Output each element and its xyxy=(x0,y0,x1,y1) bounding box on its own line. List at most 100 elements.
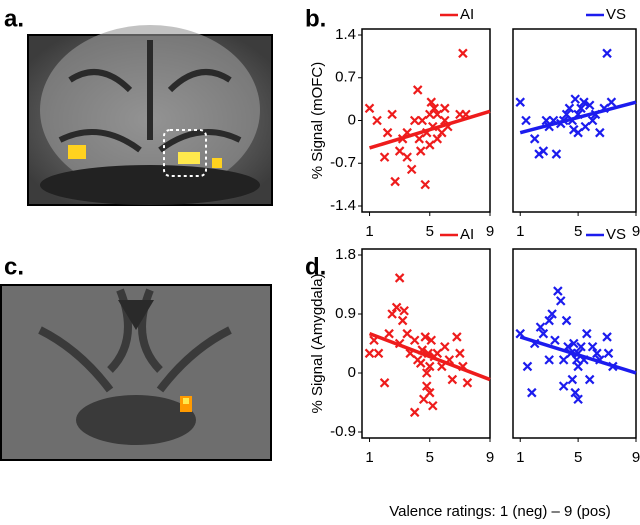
y-tick-label: 0.7 xyxy=(335,69,356,86)
plot-frame xyxy=(361,248,491,439)
point xyxy=(384,328,394,339)
point xyxy=(587,115,598,126)
point xyxy=(558,355,569,365)
point xyxy=(555,296,566,306)
point xyxy=(538,328,549,339)
point xyxy=(584,374,595,385)
y-tick-label: 1.4 xyxy=(335,26,356,43)
point xyxy=(406,164,417,175)
x-tick-label: 5 xyxy=(426,449,434,466)
point xyxy=(379,152,390,162)
point xyxy=(564,103,575,114)
point xyxy=(414,134,425,144)
point xyxy=(421,368,432,378)
point xyxy=(420,179,431,190)
point xyxy=(553,286,563,296)
point xyxy=(561,315,572,326)
plot-frame xyxy=(512,28,637,213)
point xyxy=(415,146,426,156)
point xyxy=(440,103,450,114)
y-tick-label: 1.8 xyxy=(335,246,356,263)
point xyxy=(458,48,468,59)
legend-label: AI xyxy=(460,226,474,243)
point xyxy=(426,335,437,345)
point xyxy=(602,332,612,342)
point xyxy=(372,115,382,126)
point xyxy=(402,152,412,162)
x-tick-label: 9 xyxy=(486,449,494,466)
point xyxy=(538,146,549,156)
y-tick-label: 0 xyxy=(348,364,356,381)
y-tick-label: -0.9 xyxy=(330,423,356,440)
point xyxy=(579,97,589,107)
point xyxy=(412,85,423,95)
point xyxy=(364,103,375,114)
point xyxy=(570,387,581,398)
legend-label: VS xyxy=(606,226,626,243)
point xyxy=(527,387,537,398)
point xyxy=(447,374,458,385)
y-tick-label: -1.4 xyxy=(330,197,356,214)
point xyxy=(432,109,443,120)
point xyxy=(427,401,438,411)
point xyxy=(409,407,420,418)
point xyxy=(424,361,435,372)
point xyxy=(568,124,579,135)
x-tick-label: 1 xyxy=(516,223,524,240)
plot-frame xyxy=(512,248,637,439)
point xyxy=(432,348,443,359)
point xyxy=(379,378,390,388)
point xyxy=(602,48,612,59)
point xyxy=(420,332,431,342)
point xyxy=(567,374,578,385)
point xyxy=(387,309,397,319)
legend-label: AI xyxy=(460,6,474,23)
point xyxy=(409,335,420,345)
point xyxy=(364,348,375,359)
point xyxy=(603,348,614,359)
point xyxy=(387,109,397,120)
point xyxy=(571,355,582,365)
point xyxy=(409,115,420,126)
point xyxy=(544,315,554,326)
point xyxy=(373,348,384,359)
point xyxy=(529,134,540,144)
point xyxy=(551,149,562,159)
point xyxy=(573,394,583,404)
x-tick-label: 5 xyxy=(574,449,582,466)
point xyxy=(429,103,440,114)
panel-label: d. xyxy=(305,253,326,280)
point xyxy=(440,342,450,352)
point xyxy=(587,342,598,352)
point xyxy=(390,176,400,187)
point xyxy=(452,332,462,342)
point xyxy=(570,94,581,104)
x-tick-label: 1 xyxy=(365,449,373,466)
point xyxy=(382,127,393,138)
point xyxy=(521,115,531,126)
point xyxy=(415,358,426,368)
x-axis-label: Valence ratings: 1 (neg) – 9 (pos) xyxy=(389,503,611,520)
point xyxy=(535,322,546,332)
point xyxy=(394,273,405,283)
point xyxy=(522,361,533,372)
y-tick-label: 0.9 xyxy=(335,305,356,322)
x-tick-label: 5 xyxy=(574,223,582,240)
point xyxy=(391,302,402,313)
point xyxy=(462,378,473,388)
brain-image-a xyxy=(27,25,273,206)
point xyxy=(550,335,560,345)
point xyxy=(397,315,408,326)
x-tick-label: 1 xyxy=(516,449,524,466)
trend-line xyxy=(368,332,491,382)
x-tick-label: 1 xyxy=(365,223,373,240)
panel-label: b. xyxy=(305,5,326,32)
y-tick-label: -0.7 xyxy=(330,154,356,171)
panel-label: c. xyxy=(4,253,24,280)
point xyxy=(576,103,586,114)
point xyxy=(424,140,435,150)
point xyxy=(399,305,409,316)
point xyxy=(547,309,557,319)
point xyxy=(455,348,465,359)
